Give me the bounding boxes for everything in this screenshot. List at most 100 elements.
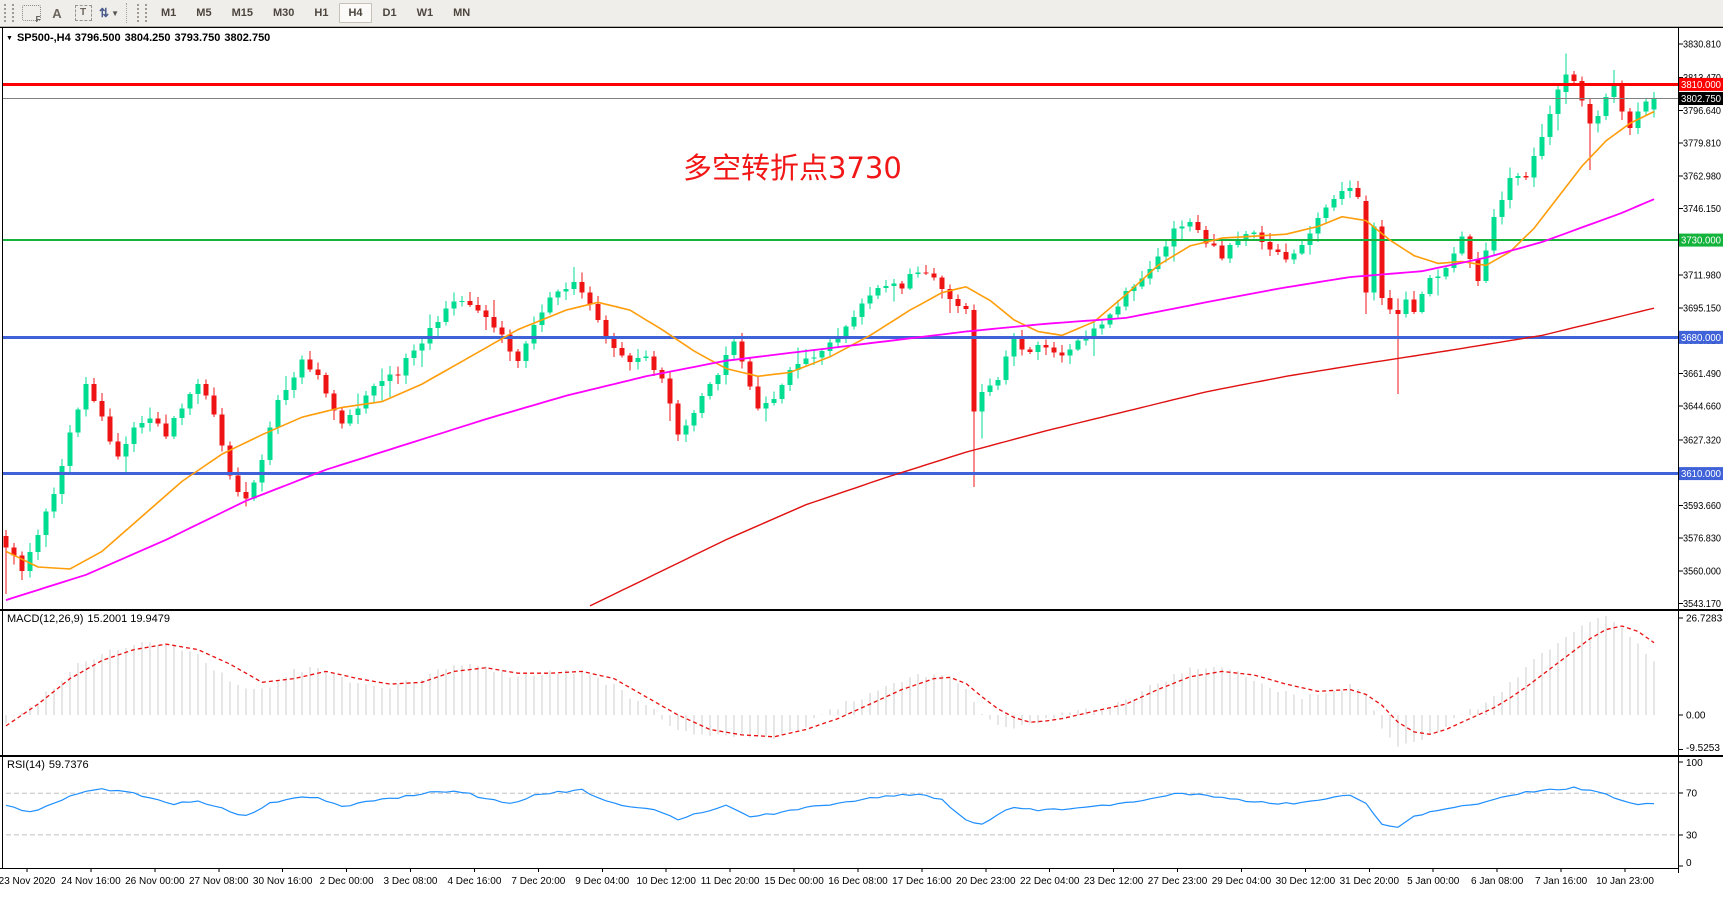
timeframe-button-M15[interactable]: M15 <box>231 7 253 19</box>
svg-text:3627.320: 3627.320 <box>1683 435 1721 446</box>
toolbar-separator <box>126 3 131 23</box>
price-high: 3804.250 <box>124 32 171 44</box>
macd-name: MACD(12,26,9) <box>7 613 84 625</box>
time-label: 10 Jan 23:00 <box>1596 876 1654 887</box>
svg-text:-9.5253: -9.5253 <box>1686 743 1720 754</box>
svg-text:3830.810: 3830.810 <box>1683 39 1721 50</box>
macd-histogram <box>5 616 1655 747</box>
time-label: 15 Dec 00:00 <box>764 876 824 887</box>
time-label: 24 Nov 16:00 <box>61 876 121 887</box>
ma-slow-line <box>589 307 1655 607</box>
time-axis[interactable]: 23 Nov 2020 24 Nov 16:00 26 Nov 00:00 27 No… <box>0 868 1723 897</box>
symbol-name: SP500-,H4 <box>16 32 71 44</box>
candlestick-chart[interactable]: 3830.8103813.4703796.6403779.8103762.980… <box>0 27 1723 610</box>
time-label: 23 Nov 2020 <box>0 876 56 887</box>
resistance-3810-label <box>1679 77 1723 91</box>
rsi-chart[interactable]: 100 70 30 0 <box>0 756 1723 868</box>
time-label: 17 Dec 16:00 <box>892 876 952 887</box>
time-label: 27 Nov 08:00 <box>189 876 249 887</box>
time-label: 30 Dec 12:00 <box>1276 876 1336 887</box>
symbol-dropdown-icon[interactable]: ▼ <box>6 35 13 42</box>
svg-text:3560.000: 3560.000 <box>1683 566 1721 577</box>
dropdown-caret-icon[interactable]: ▼ <box>111 8 119 18</box>
price-open: 3796.500 <box>74 32 121 44</box>
svg-text:3810.000: 3810.000 <box>1681 80 1721 91</box>
indicators-f-icon[interactable]: F <box>18 2 44 24</box>
rsi-line <box>5 786 1655 828</box>
svg-text:0.00: 0.00 <box>1686 710 1706 721</box>
price-axis-ticks: 3830.8103813.4703796.6403779.8103762.980… <box>1678 39 1721 610</box>
rsi-label: RSI(14) 59.7376 <box>7 759 93 771</box>
svg-text:3543.170: 3543.170 <box>1683 599 1721 610</box>
rsi-name: RSI(14) <box>7 759 45 771</box>
text-label-tool-icon[interactable]: T <box>70 2 96 24</box>
chart-annotation-text[interactable]: 多空转折点3730 <box>683 151 902 185</box>
svg-text:100: 100 <box>1686 758 1703 769</box>
time-label: 30 Nov 16:00 <box>253 876 313 887</box>
timeframe-button-M30[interactable]: M30 <box>272 7 295 19</box>
arrows-tool-icon[interactable]: ⇅ ▼ <box>99 6 119 20</box>
time-label: 16 Dec 08:00 <box>828 876 888 887</box>
timeframe-button-M1[interactable]: M1 <box>161 7 177 19</box>
timeframe-grip[interactable] <box>137 4 147 22</box>
rsi-value: 59.7376 <box>48 759 89 771</box>
svg-text:3711.980: 3711.980 <box>1683 271 1721 282</box>
timeframe-toolbar: M1 M5 M15 M30 H1 H4 D1 W1 MN <box>151 3 480 23</box>
timeframe-button-M5[interactable]: M5 <box>196 7 212 19</box>
svg-text:3796.640: 3796.640 <box>1683 106 1721 117</box>
price-line-labels: 3810.000 3730.000 3680.000 3610.000 3802.750 <box>1679 77 1723 481</box>
time-label: 4 Dec 16:00 <box>447 876 501 887</box>
candles-series <box>3 53 1657 595</box>
timeframe-button-W1[interactable]: W1 <box>416 7 434 19</box>
macd-chart[interactable]: 26.7283 0.00 -9.5253 <box>0 610 1723 756</box>
chart-title: ▼ SP500-,H4 3796.500 3804.250 3793.750 3802.7… <box>6 32 274 44</box>
svg-text:3661.490: 3661.490 <box>1683 369 1721 380</box>
svg-text:3762.980: 3762.980 <box>1683 171 1721 182</box>
svg-text:26.7283: 26.7283 <box>1686 613 1723 624</box>
svg-text:3779.810: 3779.810 <box>1683 139 1721 150</box>
macd-signal-line <box>5 625 1655 738</box>
rsi-pane[interactable]: RSI(14) 59.7376 100 70 30 0 <box>0 756 1723 868</box>
ma-mid-line <box>5 198 1655 601</box>
time-label: 9 Dec 04:00 <box>575 876 629 887</box>
support-3680-label <box>1679 330 1723 344</box>
svg-text:70: 70 <box>1686 789 1698 800</box>
ma-fast-line <box>5 110 1655 570</box>
time-label: 6 Jan 08:00 <box>1471 876 1524 887</box>
macd-pane[interactable]: MACD(12,26,9) 15.2001 19.9479 26.7283 0.00… <box>0 610 1723 756</box>
price-close: 3802.750 <box>224 32 271 44</box>
macd-label: MACD(12,26,9) 15.2001 19.9479 <box>7 613 174 625</box>
main-chart-pane[interactable]: ▼ SP500-,H4 3796.500 3804.250 3793.750 3802.7… <box>0 27 1723 610</box>
toolbar-grip[interactable] <box>4 4 14 22</box>
svg-text:3680.000: 3680.000 <box>1681 333 1721 344</box>
time-label: 3 Dec 08:00 <box>384 876 438 887</box>
timeframe-button-H4[interactable]: H4 <box>339 3 372 23</box>
svg-text:3610.000: 3610.000 <box>1681 469 1721 480</box>
text-tool-icon[interactable]: A <box>52 5 62 21</box>
price-low: 3793.750 <box>174 32 221 44</box>
time-label: 7 Jan 16:00 <box>1535 876 1588 887</box>
svg-text:3576.830: 3576.830 <box>1683 534 1721 545</box>
svg-text:3746.150: 3746.150 <box>1683 204 1721 215</box>
support-3610-label <box>1679 467 1723 481</box>
time-label: 5 Jan 00:00 <box>1407 876 1460 887</box>
timeframe-button-MN[interactable]: MN <box>453 7 471 19</box>
time-label: 2 Dec 00:00 <box>320 876 374 887</box>
horizontal-lines <box>3 82 1678 476</box>
svg-text:3730.000: 3730.000 <box>1681 236 1721 247</box>
svg-text:3695.150: 3695.150 <box>1683 303 1721 314</box>
timeframe-button-D1[interactable]: D1 <box>382 7 397 19</box>
svg-text:3802.750: 3802.750 <box>1681 94 1721 105</box>
svg-text:3644.660: 3644.660 <box>1683 402 1721 413</box>
time-label: 23 Dec 12:00 <box>1084 876 1144 887</box>
time-label: 26 Nov 00:00 <box>125 876 185 887</box>
time-label: 20 Dec 23:00 <box>956 876 1016 887</box>
time-label: 31 Dec 20:00 <box>1340 876 1400 887</box>
svg-text:3593.660: 3593.660 <box>1683 501 1721 512</box>
toolbar: F A T ⇅ ▼ M1 M5 M15 M30 H1 H4 D1 W1 MN <box>0 0 1723 27</box>
time-label: 29 Dec 04:00 <box>1212 876 1272 887</box>
support-3730-label <box>1679 233 1723 247</box>
time-label: 11 Dec 20:00 <box>701 876 760 887</box>
timeframe-button-H1[interactable]: H1 <box>314 7 329 19</box>
